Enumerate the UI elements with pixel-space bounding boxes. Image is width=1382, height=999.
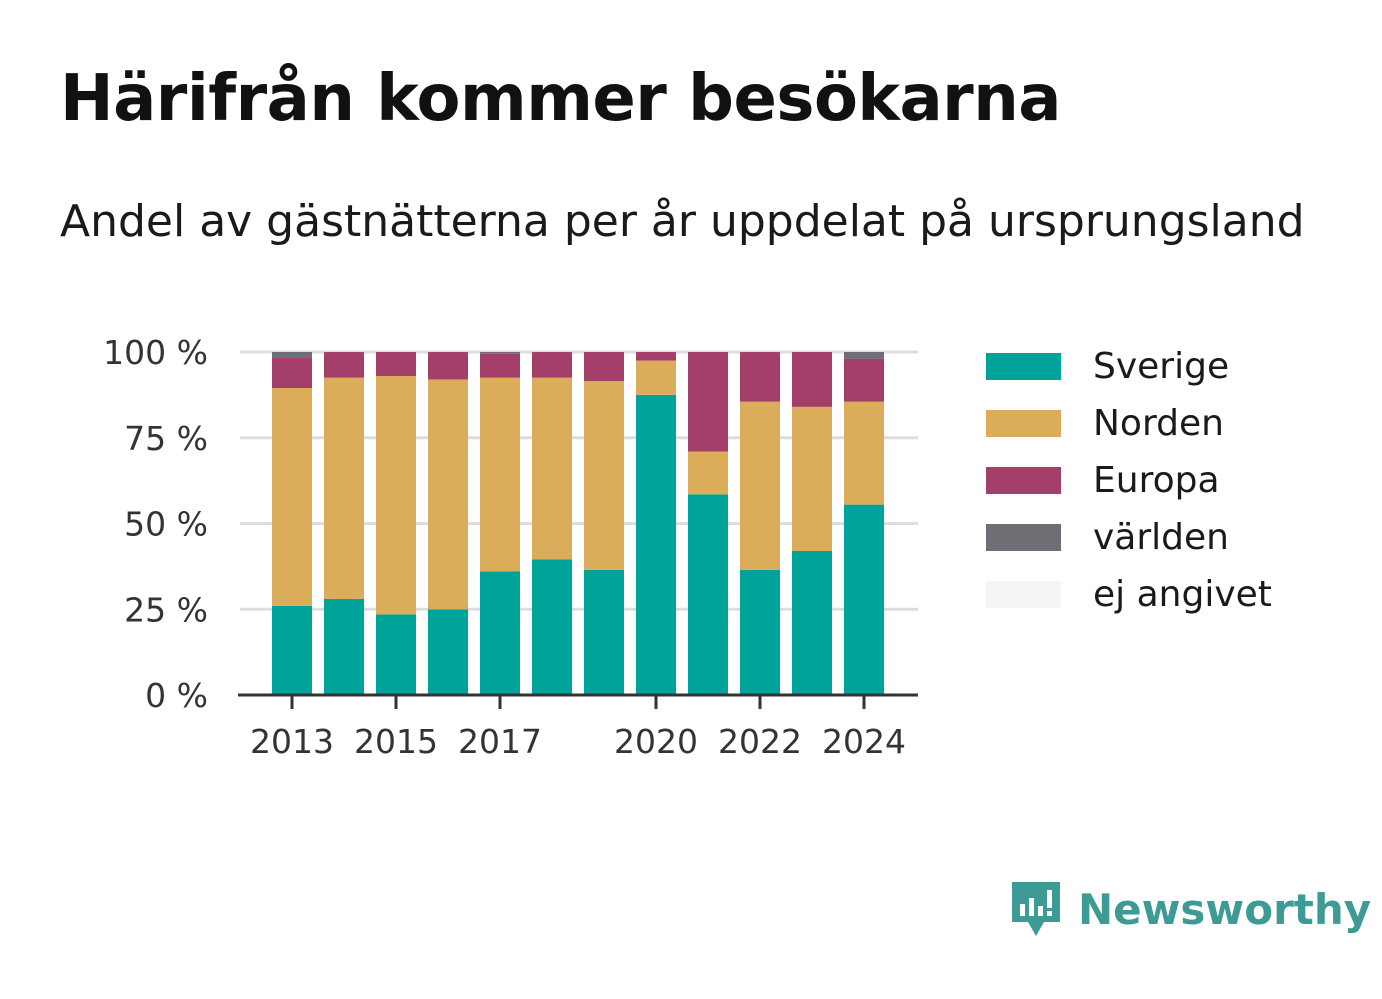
x-tick-label: 2024 xyxy=(822,722,906,761)
bar-segment xyxy=(376,352,416,377)
legend-item: Europa xyxy=(986,452,1272,509)
bar-segment xyxy=(792,550,832,695)
bar-segment xyxy=(792,406,832,551)
axes: 0 % 25 % 50 % 75 % 100 % 2013 2015 2017 2020 2022… xyxy=(103,333,918,761)
bar-segment xyxy=(636,360,676,395)
bar-segment xyxy=(844,352,884,359)
bar-segment xyxy=(636,352,676,361)
bar-segment xyxy=(428,379,468,610)
y-tick-label: 75 % xyxy=(124,419,208,458)
legend-label: Norden xyxy=(1093,403,1224,444)
bar-segment xyxy=(480,353,520,378)
y-tick-label: 50 % xyxy=(124,505,208,544)
legend: Sverige Norden Europa världen ej angivet xyxy=(986,338,1272,623)
legend-swatch xyxy=(986,410,1061,437)
bar-segment xyxy=(688,494,728,695)
legend-swatch xyxy=(986,467,1061,494)
bar-segment xyxy=(480,352,520,354)
bar-segment xyxy=(532,352,572,378)
brand-logo: Newsworthy xyxy=(1010,878,1371,940)
bar-segment xyxy=(584,381,624,570)
y-tick-label: 25 % xyxy=(124,590,208,629)
bar-segment xyxy=(376,614,416,695)
newsworthy-logo-icon xyxy=(1012,882,1060,936)
bar-segment xyxy=(272,605,312,695)
bars xyxy=(272,352,884,695)
x-tick-label: 2015 xyxy=(354,722,438,761)
legend-label: världen xyxy=(1093,517,1229,558)
chart-subtitle: Andel av gästnätterna per år uppdelat på… xyxy=(60,196,1305,247)
bar-segment xyxy=(480,377,520,572)
legend-swatch xyxy=(986,353,1061,380)
bar-segment xyxy=(272,357,312,389)
legend-label: Sverige xyxy=(1093,346,1230,387)
bar-segment xyxy=(844,401,884,505)
bar-segment xyxy=(428,609,468,695)
bar-segment xyxy=(636,394,676,695)
bar-segment xyxy=(532,377,572,560)
bar-segment xyxy=(584,569,624,695)
y-tick-label: 100 % xyxy=(103,333,208,372)
legend-swatch xyxy=(986,524,1061,551)
bar-segment xyxy=(688,451,728,495)
bar-segment xyxy=(324,598,364,695)
x-tick-label: 2022 xyxy=(718,722,802,761)
x-tick-label: 2020 xyxy=(614,722,698,761)
x-tick-label: 2013 xyxy=(250,722,334,761)
bar-segment xyxy=(688,352,728,452)
legend-item: ej angivet xyxy=(986,566,1272,623)
legend-item: Sverige xyxy=(986,338,1272,395)
brand-name: Newsworthy xyxy=(1078,884,1372,934)
legend-item: världen xyxy=(986,509,1272,566)
bar-segment xyxy=(324,352,364,378)
bar-segment xyxy=(740,352,780,402)
legend-label: ej angivet xyxy=(1093,574,1272,615)
bar-segment xyxy=(740,569,780,695)
legend-swatch xyxy=(986,581,1061,608)
bar-segment xyxy=(324,377,364,599)
bar-segment xyxy=(844,504,884,695)
bar-segment xyxy=(480,571,520,695)
bar-segment xyxy=(844,358,884,402)
legend-item: Norden xyxy=(986,395,1272,452)
bar-segment xyxy=(428,352,468,380)
x-tick-label: 2017 xyxy=(458,722,542,761)
bar-segment xyxy=(584,352,624,382)
y-tick-label: 0 % xyxy=(145,676,208,715)
bar-segment xyxy=(272,352,312,358)
bar-segment xyxy=(376,376,416,615)
bar-segment xyxy=(272,388,312,606)
bar-segment xyxy=(740,401,780,570)
chart-title: Härifrån kommer besökarna xyxy=(60,62,1061,136)
bar-segment xyxy=(792,352,832,407)
bar-segment xyxy=(532,559,572,695)
legend-label: Europa xyxy=(1093,460,1220,501)
